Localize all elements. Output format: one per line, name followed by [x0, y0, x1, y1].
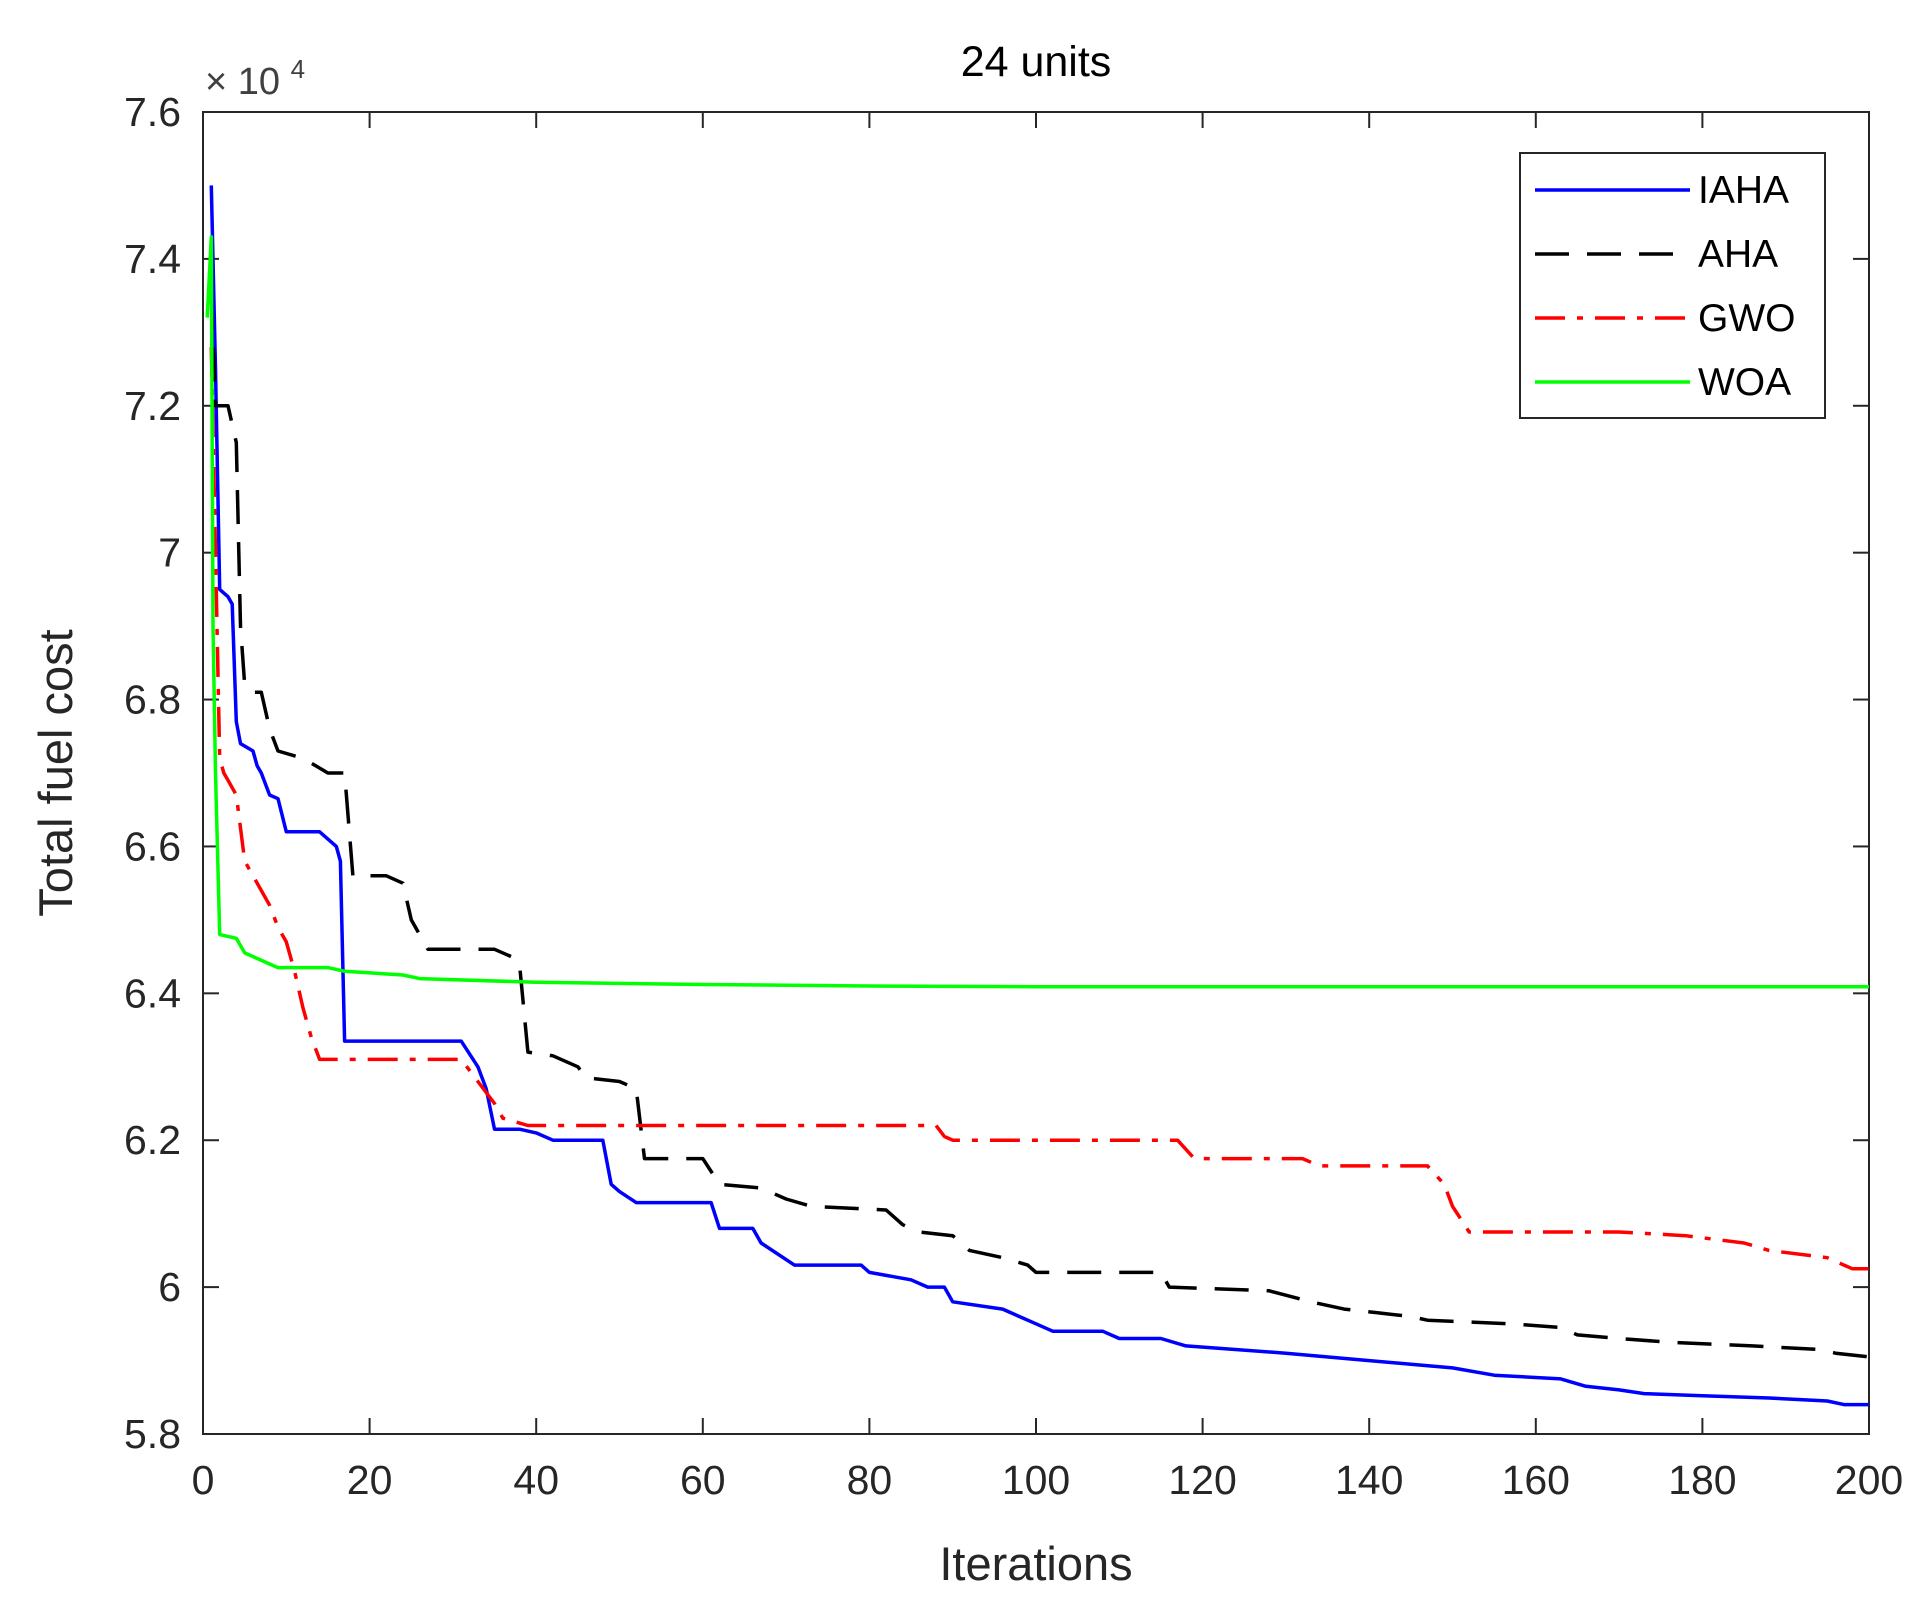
y-tick-label: 7 [158, 530, 181, 576]
x-tick-label: 80 [847, 1457, 893, 1503]
y-exponent-label: × 10 4 [205, 54, 305, 103]
y-tick-labels: 5.8 6 6.2 6.4 6.6 6.8 7 7.2 7.4 7.6 [124, 89, 181, 1457]
y-tick-label: 7.2 [124, 383, 181, 429]
y-exponent-base: 10 [238, 61, 280, 103]
x-tick-label: 160 [1502, 1457, 1570, 1503]
y-tick-label: 6 [158, 1264, 181, 1310]
y-axis-title: Total fuel cost [29, 629, 82, 916]
legend-label-gwo: GWO [1698, 297, 1795, 340]
y-tick-label: 5.8 [124, 1411, 181, 1457]
y-tick-label: 7.6 [124, 89, 181, 135]
axis-ticks [202, 111, 1870, 1435]
x-tick-label: 200 [1835, 1457, 1903, 1503]
legend-box [1519, 152, 1826, 419]
x-tick-label: 120 [1168, 1457, 1236, 1503]
x-tick-labels: 0 20 40 60 80 100 120 140 160 180 200 [192, 1457, 1904, 1503]
legend-label-woa: WOA [1698, 361, 1791, 404]
series-line-gwo [209, 346, 1869, 1271]
x-tick-label: 180 [1668, 1457, 1736, 1503]
chart-title: 24 units [961, 38, 1112, 86]
y-tick-label: 6.4 [124, 970, 181, 1016]
legend: IAHA AHA GWO WOA [1519, 152, 1826, 419]
series-line-aha [209, 295, 1869, 1359]
series-line-woa [205, 235, 1869, 989]
y-exponent-multiplier: × [205, 61, 227, 103]
series-line-iaha [209, 185, 1869, 1407]
x-tick-label: 0 [192, 1457, 215, 1503]
x-tick-label: 140 [1335, 1457, 1403, 1503]
y-tick-label: 7.4 [124, 236, 181, 282]
legend-label-iaha: IAHA [1698, 169, 1789, 212]
y-exponent-power: 4 [291, 54, 305, 84]
x-axis-title: Iterations [939, 1537, 1132, 1590]
x-tick-label: 40 [513, 1457, 559, 1503]
x-tick-label: 60 [680, 1457, 726, 1503]
x-tick-label: 100 [1002, 1457, 1070, 1503]
y-tick-label: 6.8 [124, 677, 181, 723]
series-layer [205, 185, 1869, 1407]
y-tick-label: 6.6 [124, 823, 181, 869]
x-tick-label: 20 [347, 1457, 393, 1503]
y-tick-label: 6.2 [124, 1117, 181, 1163]
legend-label-aha: AHA [1698, 233, 1778, 276]
